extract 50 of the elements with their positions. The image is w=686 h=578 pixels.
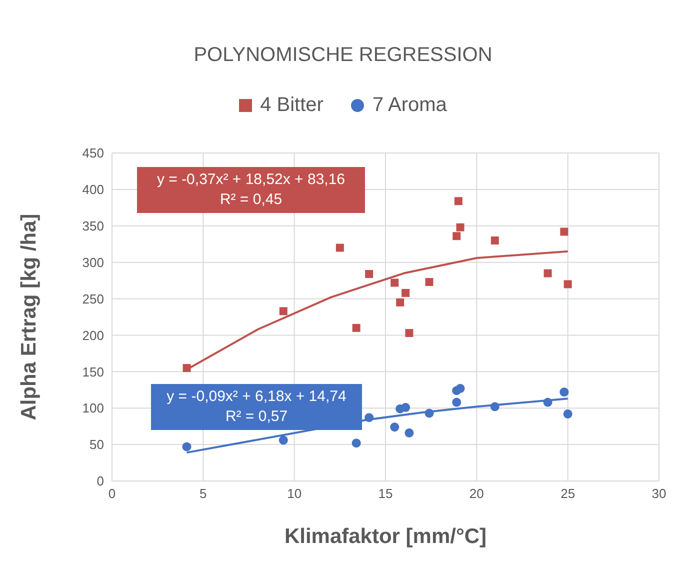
point	[396, 298, 404, 306]
y-tick-label: 350	[82, 218, 104, 234]
x-tick-label: 0	[108, 486, 116, 502]
y-tick-label: 450	[82, 146, 104, 161]
y-tick-label: 200	[82, 328, 104, 343]
y-tick-label: 50	[90, 437, 104, 452]
annotation: y = -0,09x² + 6,18x + 14,74 R² = 0,57	[151, 384, 362, 430]
point	[563, 409, 572, 418]
point	[456, 384, 465, 393]
y-tick-label: 400	[82, 182, 104, 198]
y-tick-label: 300	[82, 254, 104, 270]
point	[402, 288, 410, 297]
point	[456, 223, 464, 232]
y-tick-label: 0	[96, 474, 104, 489]
x-tick-label: 20	[469, 486, 484, 502]
point	[452, 232, 461, 240]
point	[401, 402, 410, 412]
x-tick-label: 25	[560, 486, 576, 502]
x-tick-label: 30	[652, 486, 666, 502]
point	[405, 329, 414, 338]
point	[544, 269, 552, 278]
point	[279, 307, 288, 316]
x-axis-title: Klimafaktor [mm/°C]	[284, 525, 487, 548]
y-tick-label: 100	[82, 400, 104, 416]
legend-label: 7 Aroma	[371, 94, 447, 117]
y-tick-label: 250	[82, 291, 104, 306]
point	[182, 442, 192, 452]
legend-label: 4 Bitter	[259, 94, 324, 117]
point	[390, 422, 400, 432]
point	[490, 236, 499, 244]
chart-title: POLYNOMISCHE REGRESSION	[192, 44, 494, 67]
point	[352, 438, 361, 448]
point	[560, 388, 569, 397]
point	[404, 428, 414, 438]
x-tick-label: 15	[378, 486, 393, 502]
point	[365, 270, 374, 278]
point	[390, 278, 399, 287]
point	[336, 244, 344, 252]
annotation: y = -0,37x² + 18,52x + 83,16 R² = 0,45	[137, 167, 365, 213]
point	[454, 197, 462, 206]
x-tick-label: 5	[200, 486, 207, 502]
point	[352, 324, 360, 332]
point	[425, 278, 434, 286]
y-axis-title: Alpha Ertrag [kg /ha]	[17, 214, 40, 420]
y-tick-label: 150	[82, 364, 104, 380]
x-tick-label: 10	[287, 486, 302, 502]
point	[452, 398, 462, 407]
point	[564, 280, 572, 288]
point	[278, 436, 288, 445]
point	[560, 228, 568, 236]
